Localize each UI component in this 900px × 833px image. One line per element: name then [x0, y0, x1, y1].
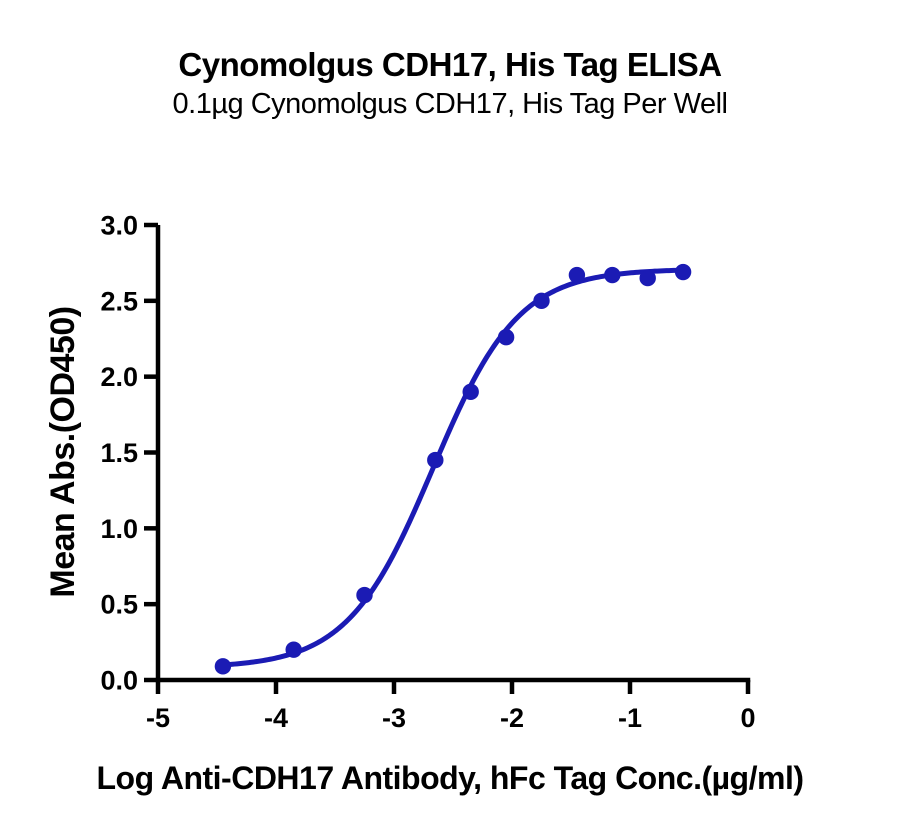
data-point	[462, 383, 479, 401]
y-tick-label: 1.0	[100, 514, 138, 544]
y-axis-label: Mean Abs.(OD450)	[44, 306, 82, 597]
series-anti-cdh17-antibody-hfc-tag	[214, 263, 692, 675]
x-tick-label: -3	[382, 703, 406, 733]
plot-area: 0.0 0.5 1.0 1.5 2.0 2.5 3.0 -5 -4 -3 -2 -1 0	[100, 211, 755, 734]
y-tick-label: 0.0	[100, 666, 138, 696]
y-tick-label: 1.5	[100, 438, 138, 468]
data-point	[427, 451, 444, 469]
x-axis-label: Log Anti-CDH17 Antibody, hFc Tag Conc.(µ…	[97, 760, 804, 796]
x-tick-label: -4	[264, 703, 288, 733]
x-tick-label: -2	[500, 703, 524, 733]
data-point	[214, 658, 232, 675]
fit-curve-line	[220, 267, 686, 668]
y-tick-label: 2.0	[100, 362, 138, 392]
data-point	[639, 269, 656, 287]
x-axis: -5 -4 -3 -2 -1 0	[146, 677, 756, 733]
data-point	[497, 329, 515, 346]
data-point	[568, 266, 586, 284]
data-point	[356, 586, 373, 604]
x-tick-label: 0	[740, 703, 755, 733]
y-tick-label: 0.5	[100, 590, 138, 620]
chart-title: Cynomolgus CDH17, His Tag ELISA	[178, 46, 721, 83]
x-tick-label: -1	[618, 703, 642, 733]
y-tick-label: 2.5	[100, 286, 138, 316]
data-point	[533, 292, 550, 310]
data-point	[285, 641, 302, 658]
y-tick-label: 3.0	[100, 211, 138, 241]
x-tick-label: -5	[146, 703, 170, 733]
data-point	[604, 266, 621, 284]
data-point	[674, 263, 692, 281]
y-axis: 0.0 0.5 1.0 1.5 2.0 2.5 3.0	[100, 211, 161, 696]
chart-subtitle: 0.1µg Cynomolgus CDH17, His Tag Per Well	[173, 88, 728, 120]
